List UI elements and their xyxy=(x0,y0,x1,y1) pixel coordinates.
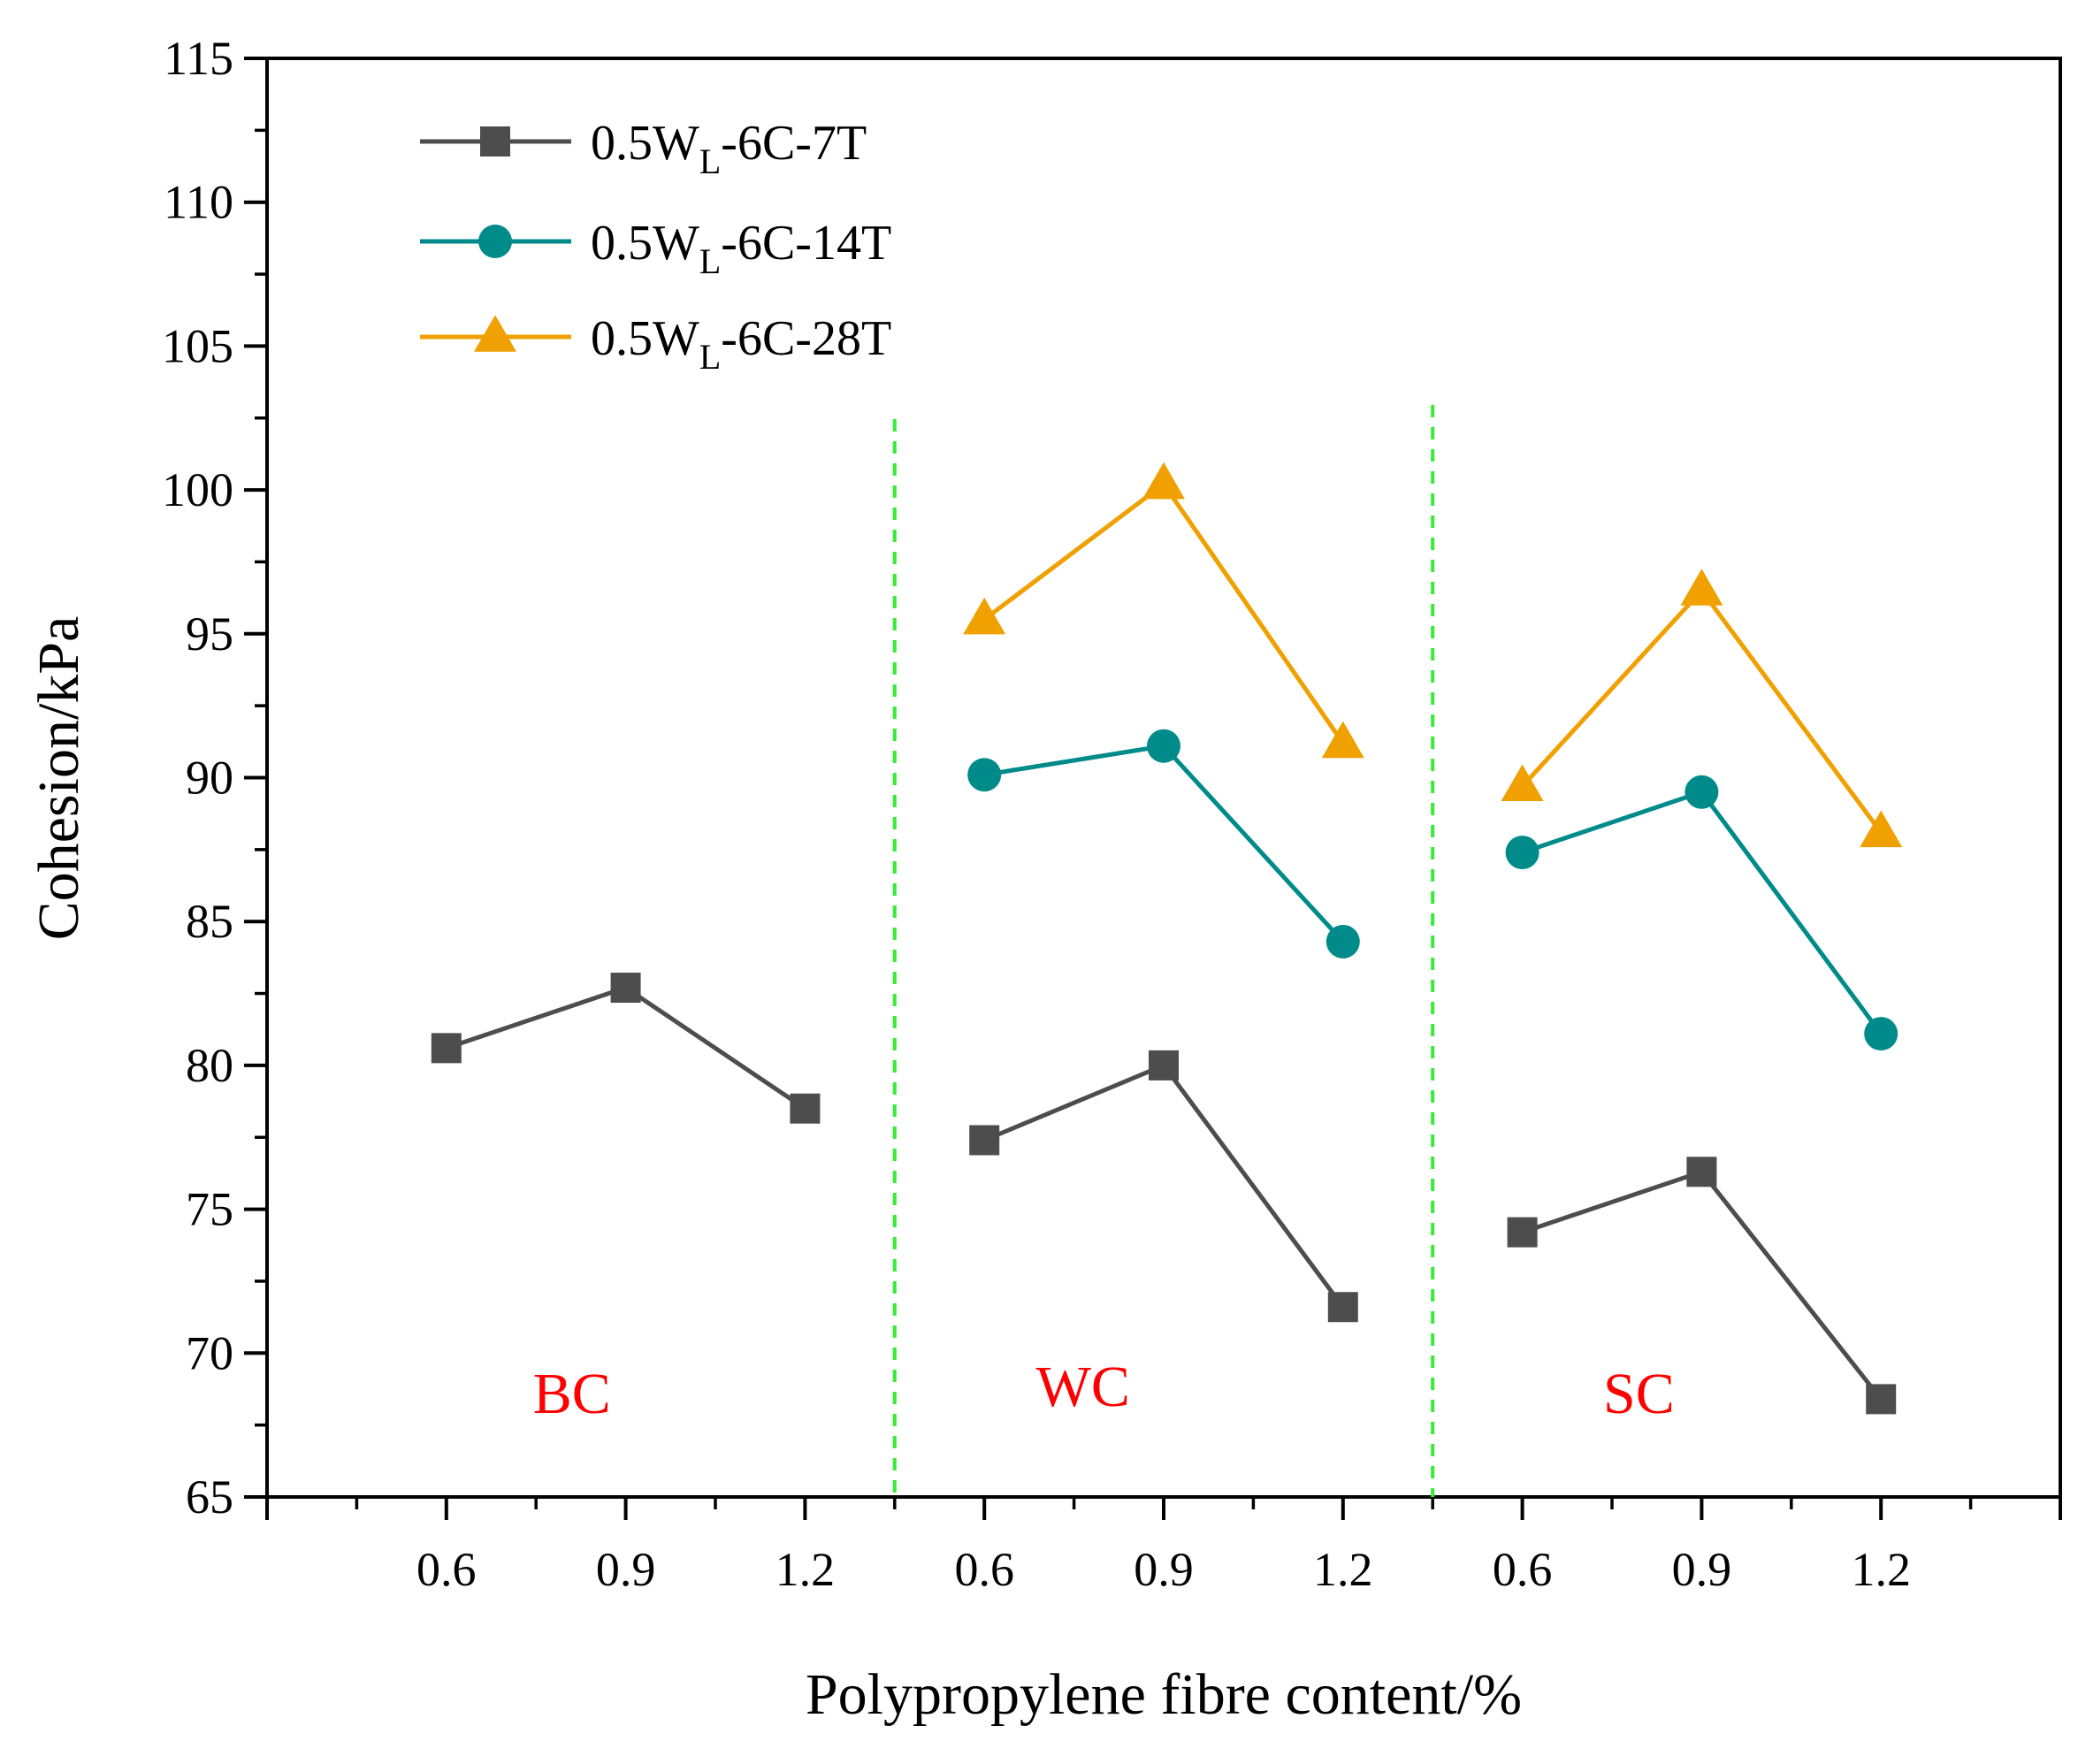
y-tick-label: 110 xyxy=(164,176,233,229)
data-point xyxy=(1507,1217,1538,1248)
data-point xyxy=(431,1033,462,1064)
y-tick-label: 90 xyxy=(186,752,233,805)
legend-marker xyxy=(480,126,510,157)
series-line xyxy=(983,744,1345,943)
y-tick-label: 95 xyxy=(186,607,233,661)
x-tick-label: 0.6 xyxy=(954,1543,1014,1596)
data-point xyxy=(1149,1050,1179,1081)
x-tick-label: 0.9 xyxy=(1672,1543,1732,1596)
data-point xyxy=(1686,1157,1717,1187)
data-point xyxy=(1866,1384,1897,1415)
series-line xyxy=(446,985,806,1111)
data-point xyxy=(610,973,641,1004)
legend-marker xyxy=(478,225,512,258)
data-point xyxy=(967,758,1002,792)
legend-item-2: 0.5WL-6C-14T xyxy=(420,216,891,281)
data-point xyxy=(1680,569,1723,606)
y-tick-label: 80 xyxy=(186,1039,233,1092)
y-tick-label: 100 xyxy=(162,463,233,516)
x-tick-label: 0.6 xyxy=(416,1543,477,1596)
data-point xyxy=(963,597,1006,635)
y-tick-label: 70 xyxy=(186,1326,233,1379)
x-tick-label: 1.2 xyxy=(1313,1543,1373,1596)
data-point xyxy=(1325,924,1360,958)
region-label-wc: WC xyxy=(1036,1355,1130,1419)
data-point xyxy=(1142,462,1185,500)
data-point xyxy=(1864,1017,1898,1051)
x-tick-label: 1.2 xyxy=(775,1543,836,1596)
legend-item-3: 0.5WL-6C-28T xyxy=(420,311,891,377)
x-tick-label: 0.9 xyxy=(596,1543,656,1596)
legend-label: 0.5WL-6C-28T xyxy=(591,311,891,377)
region-label-sc: SC xyxy=(1603,1362,1675,1426)
series-line xyxy=(982,482,1345,745)
data-point xyxy=(1860,810,1903,848)
y-axis-title: Cohesion/kPa xyxy=(27,616,91,941)
x-tick-label: 0.6 xyxy=(1493,1543,1553,1596)
series-line xyxy=(1521,790,1883,1035)
data-point xyxy=(1147,729,1180,763)
y-tick-label: 115 xyxy=(164,32,233,85)
y-tick-label: 85 xyxy=(186,895,233,948)
region-label-bc: BC xyxy=(533,1362,611,1426)
data-point xyxy=(969,1125,1000,1156)
data-point xyxy=(790,1093,821,1124)
y-tick-label: 75 xyxy=(186,1183,233,1236)
data-point xyxy=(1327,1292,1358,1323)
legend-item-1: 0.5WL-6C-7T xyxy=(420,116,867,181)
x-tick-label: 1.2 xyxy=(1851,1543,1911,1596)
data-point xyxy=(1685,775,1719,809)
series-3 xyxy=(963,462,1903,848)
data-point xyxy=(1505,836,1539,870)
series-line xyxy=(1521,1169,1883,1401)
data-point xyxy=(1501,764,1544,802)
plot-frame xyxy=(265,57,2062,1499)
series-line xyxy=(983,1063,1345,1309)
y-tick-label: 65 xyxy=(186,1470,233,1523)
series-2 xyxy=(967,729,1898,1051)
legend-marker xyxy=(474,315,516,352)
data-point xyxy=(1321,721,1364,759)
x-tick-label: 0.9 xyxy=(1134,1543,1194,1596)
y-tick-label: 105 xyxy=(162,319,233,372)
x-axis-title: Polypropylene fibre content/% xyxy=(806,1662,1522,1727)
legend-label: 0.5WL-6C-14T xyxy=(591,216,891,281)
legend-label: 0.5WL-6C-7T xyxy=(591,116,867,181)
series-1 xyxy=(431,973,1897,1415)
